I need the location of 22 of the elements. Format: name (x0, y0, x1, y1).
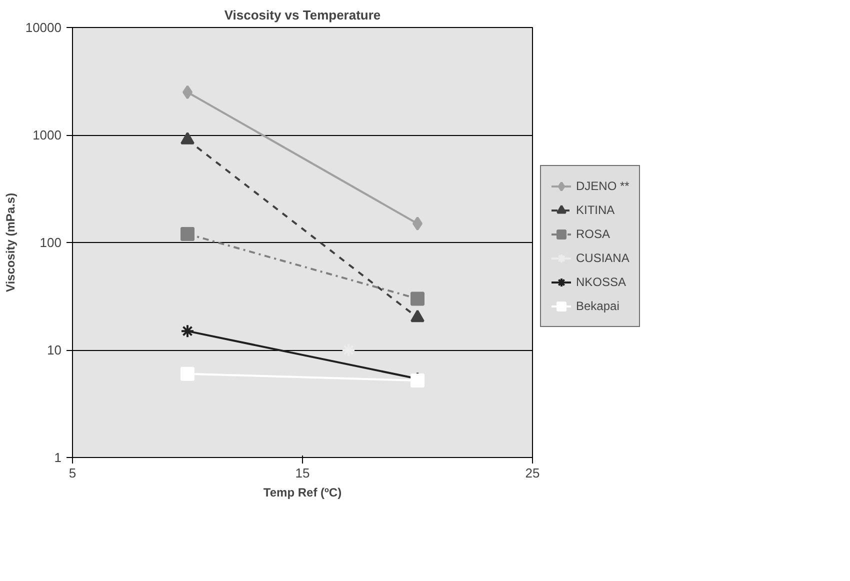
x-tick-label: 5 (68, 466, 76, 480)
point (342, 343, 356, 357)
y-tick-label: 100 (40, 235, 62, 250)
point (180, 366, 194, 381)
chart-title: Viscosity vs Temperature (224, 8, 381, 22)
y-tick-label: 10000 (25, 20, 62, 35)
y-tick-label: 10 (47, 342, 62, 358)
legend-label: Bekapai (576, 299, 620, 313)
legend-label: KITINA (576, 203, 615, 217)
point (180, 324, 194, 338)
legend-label: DJENO ** (576, 179, 630, 193)
legend-label: ROSA (576, 227, 610, 241)
x-tick-label: 15 (295, 466, 310, 480)
y-tick-label: 1 (54, 450, 62, 465)
legend-label: NKOSSA (576, 275, 626, 289)
point (180, 226, 194, 241)
y-tick-label: 1000 (32, 128, 62, 142)
x-axis-title: Temp Ref (ºC) (263, 486, 342, 500)
x-tick-label: 25 (525, 466, 540, 480)
legend-label: CUSIANA (576, 251, 630, 265)
y-axis-title: Viscosity (mPa.s) (3, 192, 18, 292)
point (410, 292, 424, 306)
